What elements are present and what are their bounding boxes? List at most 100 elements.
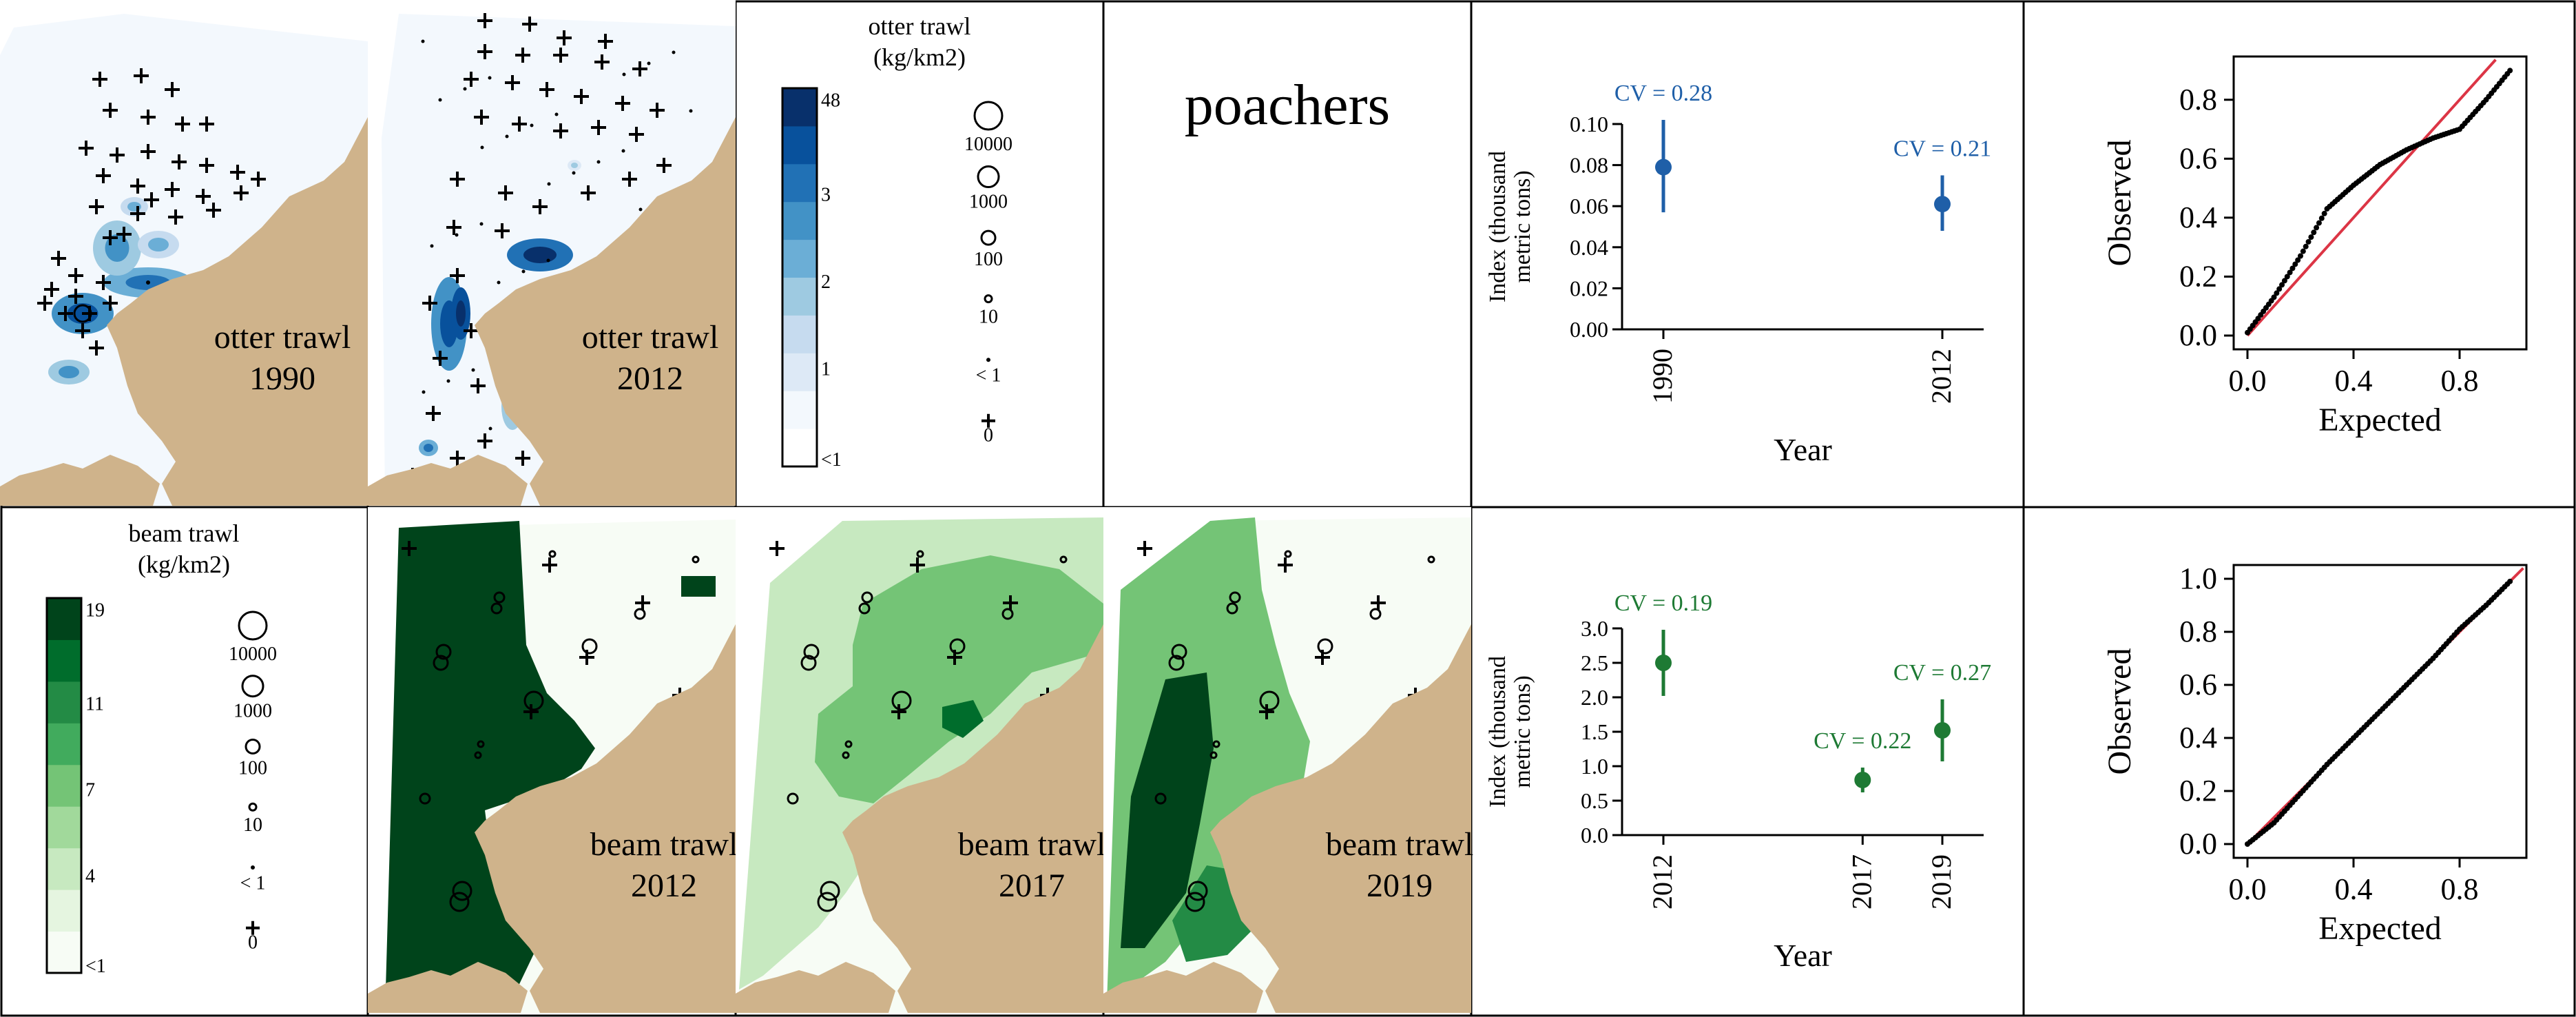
station-catch (449, 892, 470, 912)
y-tick-label: 0.06 (1570, 194, 1608, 218)
station-zero-catch (89, 199, 104, 214)
x-tick-label: 0.0 (2229, 364, 2267, 398)
station-zero-catch (1259, 704, 1274, 719)
land (1210, 624, 1471, 1013)
station-zero-catch (581, 185, 596, 201)
x-tick-label: 2017 (1846, 854, 1877, 910)
legend-color-tick: 1 (821, 358, 831, 380)
station-catch (1209, 751, 1218, 759)
station-catch (1212, 740, 1221, 748)
station-catch (1187, 881, 1208, 901)
station-catch (803, 644, 820, 660)
y-tick-label: 0.0 (2179, 827, 2217, 861)
station-catch (1154, 792, 1167, 805)
station-catch (546, 258, 550, 263)
y-axis-label: metric tons) (1510, 170, 1535, 282)
legend-color-tick: 11 (85, 693, 104, 715)
station-zero-catch (542, 557, 557, 573)
station-zero-catch (622, 172, 637, 187)
station-zero-catch (199, 158, 214, 173)
qq-point (2308, 234, 2314, 240)
land (107, 117, 368, 506)
station-zero-catch (141, 144, 156, 159)
density-zone (942, 700, 984, 738)
station-zero-catch (635, 595, 650, 610)
station-zero-catch (233, 185, 249, 201)
legend-title: otter trawl (869, 12, 971, 40)
station-zero-catch (474, 110, 489, 125)
station-zero-catch (58, 306, 73, 321)
station-zero-catch (44, 282, 59, 297)
legend-size-symbol (246, 921, 260, 935)
station-zero-catch (477, 433, 492, 449)
legend-color-bin (782, 277, 817, 316)
station-catch (621, 149, 625, 153)
station-zero-catch (515, 451, 530, 466)
legend-size-label: 10000 (229, 644, 277, 665)
station-zero-catch (557, 30, 572, 45)
legend-otter-trawl: otter trawl(kg/km2)48321<110000100010010… (781, 12, 1012, 471)
station-zero-catch (402, 541, 417, 556)
x-tick-label: 0.8 (2441, 872, 2479, 906)
qq-point (2279, 282, 2285, 288)
station-catch (622, 72, 626, 76)
legend-size-symbol (981, 413, 995, 428)
station-zero-catch (433, 351, 448, 366)
station-catch (842, 751, 850, 759)
station-catch (647, 61, 651, 65)
cv-label: CV = 0.21 (1893, 136, 1991, 162)
y-tick-label: 0.2 (2179, 259, 2217, 293)
legend-size-symbol (980, 229, 997, 246)
station-catch (1369, 608, 1382, 620)
y-tick-label: 0.2 (2179, 774, 2217, 808)
legend-color-bin (782, 391, 817, 429)
station-catch (891, 690, 912, 711)
index-chart-otter: 0.00 0.02 0.04 0.06 0.08 0.10 1990 2012 CV = 0.2… (1485, 81, 1991, 467)
station-catch (419, 792, 431, 805)
station-catch (523, 690, 544, 711)
station-zero-catch (175, 116, 190, 132)
legend-size-symbol (977, 165, 1000, 189)
station-zero-catch (910, 557, 925, 573)
index-point (1655, 655, 1672, 671)
station-catch (844, 740, 853, 748)
station-catch (1059, 555, 1068, 564)
station-catch (435, 644, 452, 660)
qq-point (2316, 220, 2322, 226)
station-zero-catch (1278, 557, 1293, 573)
qq-point (2281, 278, 2287, 284)
station-zero-catch (591, 120, 606, 135)
station-catch (505, 134, 509, 138)
station-zero-catch (522, 17, 537, 32)
station-catch (1171, 644, 1187, 660)
qq-plot-otter: 0.0 0.2 0.4 0.6 0.8 0.0 0.4 0.8 Expected Observed (2101, 55, 2528, 438)
map-gear-label: beam trawl (958, 826, 1106, 863)
land-southwest (368, 455, 528, 506)
station-zero-catch (477, 13, 492, 28)
x-tick-label: 0.4 (2335, 872, 2373, 906)
station-catch (1427, 555, 1435, 564)
station-zero-catch (1137, 541, 1152, 556)
station-zero-catch (199, 116, 214, 132)
map-year-label: 2012 (631, 867, 697, 904)
y-axis-label: metric tons) (1510, 675, 1535, 788)
density-core (456, 300, 466, 327)
y-axis-label: Index (thousand (1485, 151, 1510, 302)
station-catch (638, 207, 643, 212)
y-tick-label: 1.0 (1581, 754, 1608, 779)
station-catch (1168, 655, 1185, 671)
qq-point (2321, 210, 2327, 216)
x-tick-label: 2019 (1926, 854, 1957, 910)
station-zero-catch (1003, 595, 1018, 610)
map-gear-label: otter trawl (582, 319, 719, 356)
legend-color-bin (47, 847, 81, 890)
qq-point (2305, 238, 2312, 245)
station-zero-catch (553, 48, 568, 63)
legend-size-label: < 1 (976, 365, 1001, 387)
legend-color-bin (47, 890, 81, 932)
legend-color-bin (47, 681, 81, 723)
station-zero-catch (539, 82, 554, 97)
land-southwest (736, 962, 895, 1013)
station-zero-catch (165, 182, 180, 197)
legend-color-tick: 4 (85, 866, 95, 887)
